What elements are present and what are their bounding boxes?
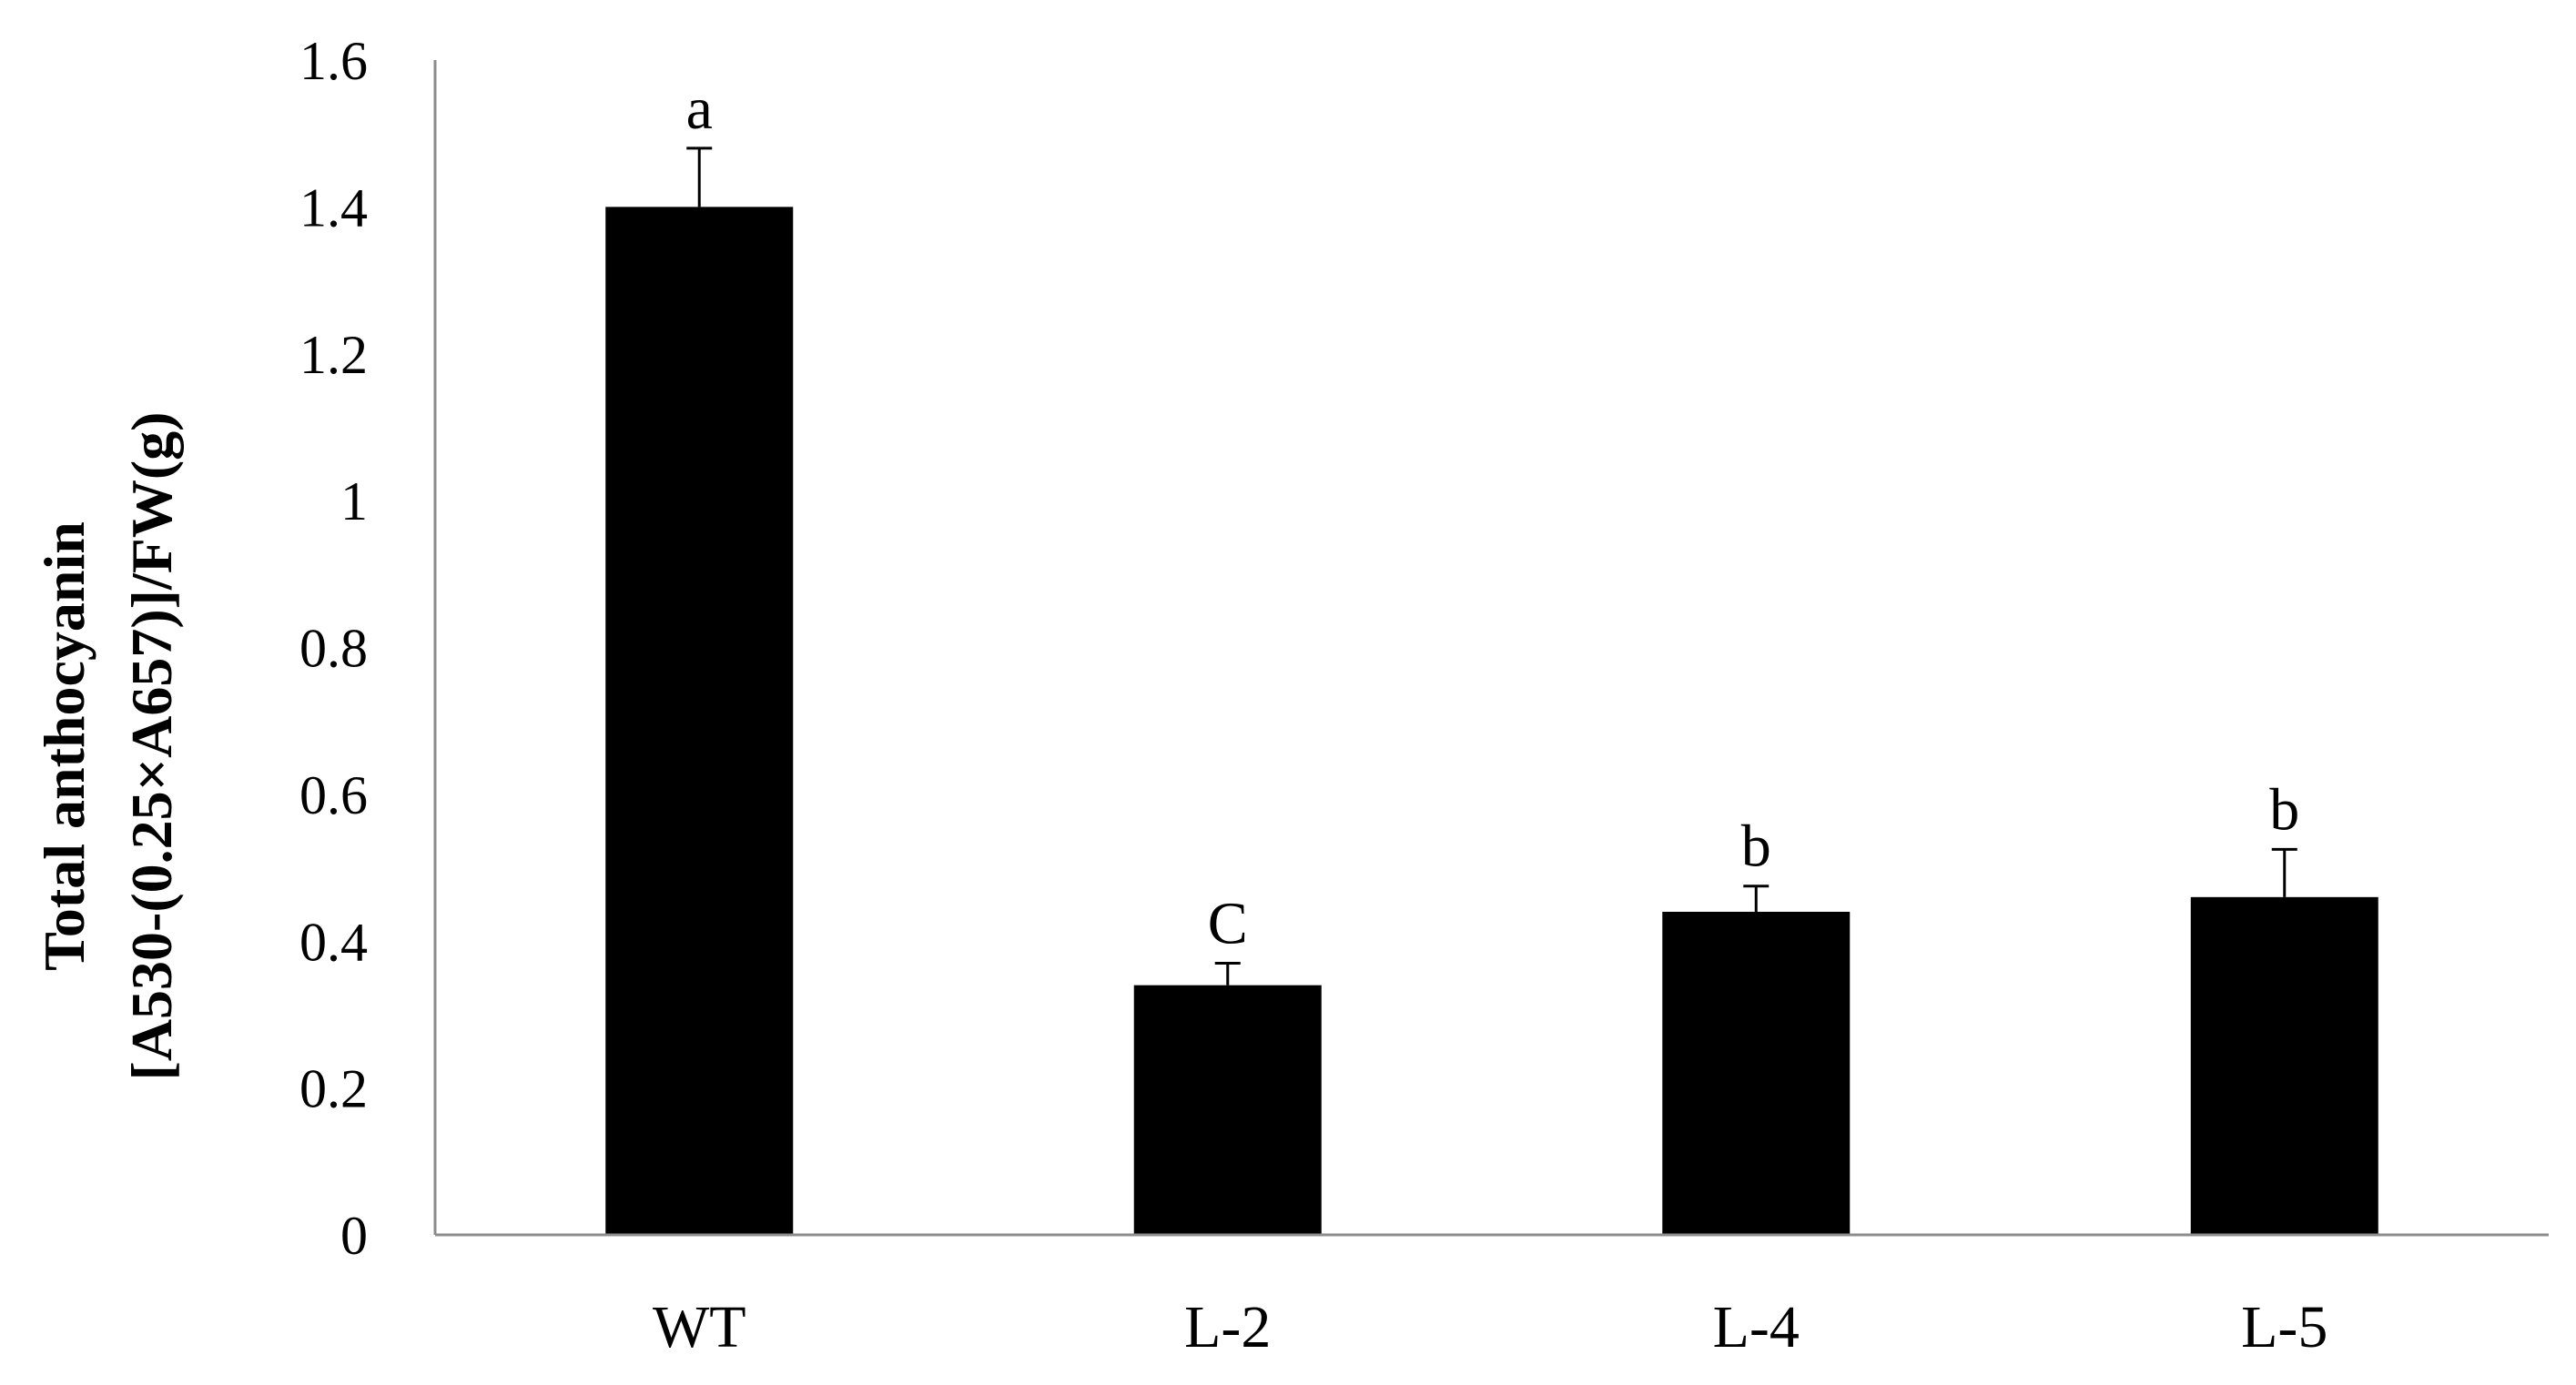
x-axis-labels: WT L-2 L-4 L-5: [653, 1294, 2328, 1360]
bar: [605, 207, 794, 1235]
y-tick-label: 0.2: [299, 1059, 368, 1119]
y-axis-title-line-1: Total anthocyanin: [32, 521, 96, 971]
y-tick-label: 0.6: [299, 765, 368, 825]
bar: [2190, 896, 2378, 1235]
significance-label: b: [1741, 814, 1771, 880]
y-tick-label: 1.4: [299, 177, 368, 238]
y-tick-label: 0: [340, 1206, 368, 1266]
x-tick-label: WT: [653, 1294, 746, 1360]
significance-label: b: [2269, 776, 2299, 843]
significance-labels: a Cb b: [686, 76, 2300, 957]
x-tick-label: L-4: [1713, 1294, 1800, 1360]
x-tick-label: L-2: [1184, 1294, 1271, 1360]
y-tick-label: 0.4: [299, 912, 368, 972]
y-axis-title: Total anthocyanin [A530-(0.25×A657)]/FW(…: [32, 412, 184, 1081]
bar: [1662, 911, 1851, 1235]
bars: [605, 207, 2378, 1235]
y-tick-label: 0.8: [299, 619, 368, 679]
error-bars: [686, 147, 2297, 986]
significance-label: a: [686, 76, 713, 142]
y-axis-ticks: 0 0.2 0.4 0.6 0.8 1 1.2 1.4 1.6: [299, 31, 368, 1266]
bar: [1133, 985, 1322, 1235]
y-tick-label: 1.6: [299, 31, 368, 91]
significance-label: C: [1208, 890, 1248, 956]
y-tick-label: 1.2: [299, 325, 368, 385]
y-tick-label: 1: [340, 471, 368, 531]
y-axis-title-line-2: [A530-(0.25×A657)]/FW(g): [119, 412, 184, 1081]
x-tick-label: L-5: [2241, 1294, 2328, 1360]
axes: [433, 60, 2549, 1237]
